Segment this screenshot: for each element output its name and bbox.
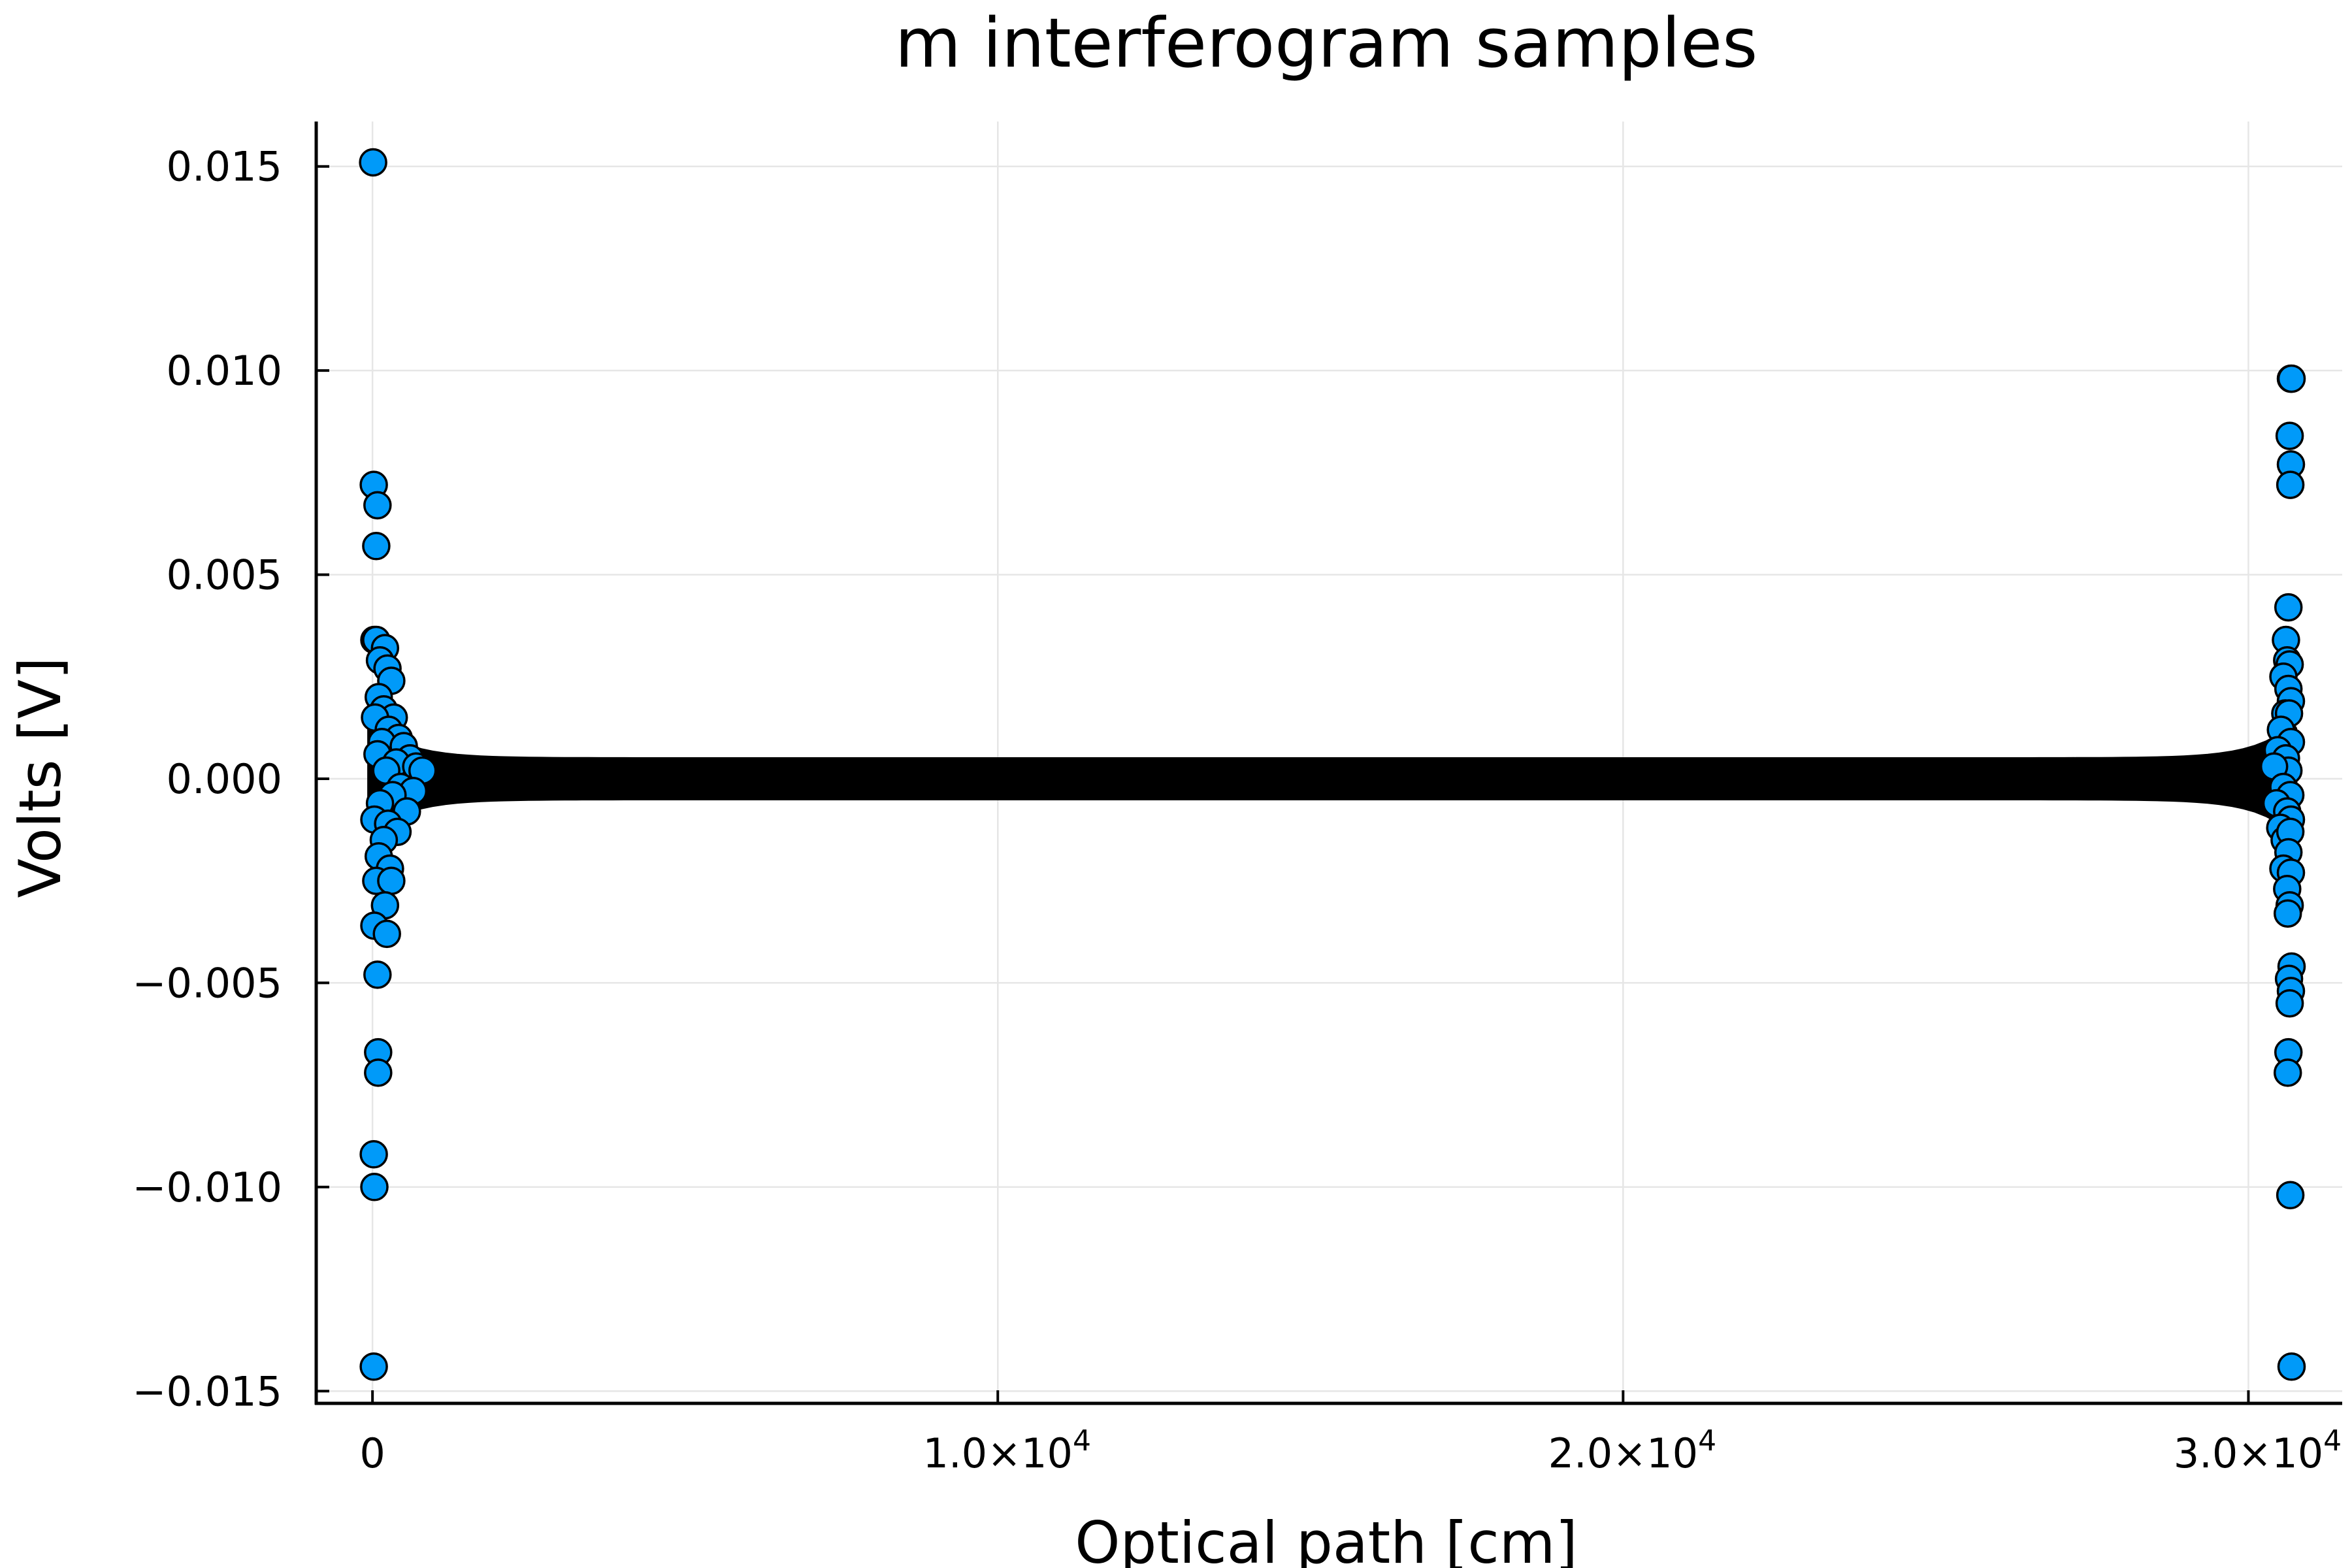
dense-band-shape <box>367 725 2298 833</box>
data-point-48 <box>2275 421 2304 450</box>
x-tick-label-0: 0 <box>359 1429 385 1477</box>
data-point-2 <box>363 491 392 520</box>
x-tick-label-1: 1.0×104 <box>923 1424 1091 1477</box>
data-point-45 <box>359 1352 388 1381</box>
data-point-42 <box>364 1058 393 1087</box>
data-point-3 <box>362 532 391 561</box>
data-point-36 <box>377 866 406 895</box>
data-point-44 <box>360 1173 389 1201</box>
y-tick-label-4: −0.005 <box>133 959 282 1007</box>
axes <box>314 122 2342 1405</box>
x-tick-label-3: 3.0×104 <box>2174 1424 2342 1477</box>
data-point-0 <box>359 148 387 177</box>
data-points <box>359 148 2306 1381</box>
dense-data-band <box>367 725 2298 833</box>
x-axis-label: Optical path [cm] <box>1075 1509 1578 1568</box>
y-tick-label-0: 0.015 <box>167 143 283 191</box>
data-point-83 <box>2275 988 2304 1018</box>
x-tick-label-2: 2.0×104 <box>1548 1424 1716 1477</box>
data-point-79 <box>2273 899 2302 928</box>
y-tick-label-6: −0.015 <box>133 1367 282 1415</box>
tick-labels: 0.015 0.010 0.005 0.000 −0.005 −0.010 −0.015 0 1… <box>133 143 2342 1477</box>
y-tick-label-5: −0.010 <box>133 1164 282 1211</box>
y-tick-label-1: 0.010 <box>167 347 283 395</box>
data-point-85 <box>2273 1058 2302 1087</box>
data-point-50 <box>2276 470 2305 499</box>
chart-title: m interferogram samples <box>895 3 1758 83</box>
data-point-86 <box>2276 1181 2305 1210</box>
data-point-87 <box>2277 1352 2306 1381</box>
y-tick-label-2: 0.005 <box>167 551 283 599</box>
data-point-47 <box>2277 364 2306 393</box>
data-point-40 <box>363 960 392 989</box>
data-point-39 <box>372 919 401 949</box>
y-tick-label-3: 0.000 <box>167 755 283 803</box>
y-axis-label: Volts [V] <box>7 657 74 898</box>
data-point-43 <box>359 1140 388 1169</box>
data-point-51 <box>2274 593 2303 622</box>
